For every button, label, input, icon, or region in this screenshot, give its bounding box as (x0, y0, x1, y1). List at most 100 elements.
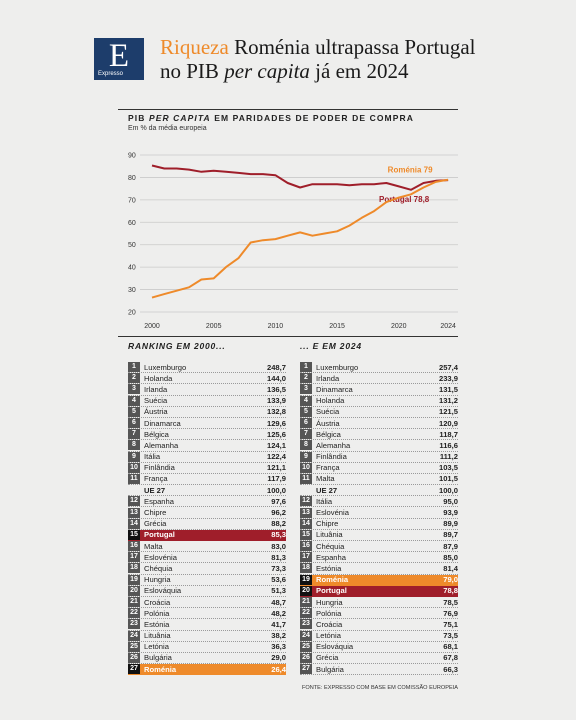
ranking-2000-heading: RANKING EM 2000... (128, 341, 226, 351)
country-name: Bulgária (316, 664, 344, 674)
country-name: Irlanda (316, 373, 340, 383)
rank-number: 1 (128, 362, 140, 373)
x-tick-label: 2010 (268, 323, 284, 330)
x-tick-label: 2015 (329, 323, 345, 330)
y-tick-label: 90 (128, 153, 136, 160)
ranking-2000-row: 25 Letónia 36,3 (128, 641, 286, 653)
gdp-value: 73,5 (443, 631, 458, 641)
rank-number: 25 (300, 641, 312, 652)
gdp-value: 66,3 (443, 664, 458, 674)
headline-text-1: Roménia ultrapassa Portugal no PIB (160, 35, 476, 83)
ranking-2000-row: 7 Bélgica 125,6 (128, 429, 286, 441)
gdp-value: 136,5 (266, 384, 286, 394)
country-name: Letónia (316, 631, 341, 641)
ranking-2024-row: 7 Bélgica 118,7 (300, 429, 458, 441)
ranking-2024-row: 16 Chéquia 87,9 (300, 541, 458, 553)
rank-number: 26 (300, 652, 312, 663)
gdp-value: 122,4 (266, 452, 286, 462)
country-name: Polónia (316, 608, 342, 618)
ranking-2024-row: 4 Holanda 131,2 (300, 395, 458, 407)
rank-number: 17 (128, 552, 140, 563)
country-name: França (316, 463, 340, 473)
headline: Riqueza Roménia ultrapassa Portugal no P… (160, 35, 500, 83)
country-name: Letónia (144, 642, 169, 652)
ranking-2024-row: 12 Itália 95,0 (300, 496, 458, 508)
gdp-value: 116,6 (439, 440, 458, 450)
country-name: Chéquia (144, 563, 173, 573)
gdp-value: 97,6 (271, 496, 286, 506)
chart-subtitle: Em % da média europeia (128, 125, 207, 132)
gdp-value: 131,5 (438, 384, 458, 394)
ranking-2024-row: 17 Espanha 85,0 (300, 552, 458, 564)
series-line-romenia (151, 178, 449, 299)
y-tick-label: 70 (128, 197, 136, 204)
ranking-2000-row: 11 França 117,9 (128, 473, 286, 486)
rank-number (128, 485, 140, 495)
gdp-value: 118,7 (439, 429, 458, 439)
country-name: Chipre (144, 508, 167, 518)
rank-number: 16 (300, 541, 312, 552)
rank-number: 8 (300, 440, 312, 451)
ranking-2024-row: 19 Roménia 79,0 (300, 574, 458, 586)
x-tick-label: 2000 (144, 323, 160, 330)
rank-number: 14 (300, 518, 312, 529)
country-name: Luxemburgo (144, 362, 187, 372)
country-name: Suécia (144, 396, 168, 406)
country-name: UE 27 (316, 485, 338, 495)
country-name: Roménia (144, 664, 177, 674)
gdp-value: 26,4 (271, 664, 286, 674)
country-name: Dinamarca (144, 418, 181, 428)
ranking-2024-row: 21 Hungria 78,5 (300, 597, 458, 609)
gdp-value: 248,7 (266, 362, 286, 372)
ranking-2000-row: 5 Áustria 132,8 (128, 406, 286, 418)
gdp-value: 73,3 (271, 563, 286, 573)
ranking-2024-row: 24 Letónia 73,5 (300, 630, 458, 642)
gdp-value: 51,3 (271, 586, 286, 596)
ranking-2000-row: 18 Chéquia 73,3 (128, 563, 286, 575)
rank-number: 12 (300, 496, 312, 507)
ranking-2024-row: 9 Finlândia 111,2 (300, 451, 458, 463)
country-name: Grécia (144, 519, 167, 529)
ranking-2024-row: 18 Estónia 81,4 (300, 563, 458, 575)
gdp-value: 75,1 (443, 619, 458, 629)
ranking-2000-row: 13 Chipre 96,2 (128, 507, 286, 519)
y-tick-label: 40 (128, 265, 136, 272)
gdp-value: 133,9 (266, 396, 286, 406)
rank-number: 12 (128, 496, 140, 507)
source-note: FONTE: EXPRESSO COM BASE EM COMISSÃO EUR… (301, 685, 458, 691)
ranking-2000-row: 23 Estónia 41,7 (128, 619, 286, 631)
x-tick-label: 2005 (206, 323, 222, 330)
ranking-2000-row: 19 Hungria 53,6 (128, 574, 286, 586)
ranking-2000-row: 3 Irlanda 136,5 (128, 384, 286, 396)
gdp-value: 125,6 (266, 429, 286, 439)
ranking-2024-row: 10 França 103,5 (300, 462, 458, 474)
country-name: Estónia (144, 619, 170, 629)
gdp-value: 101,5 (438, 474, 458, 484)
gdp-value: 38,2 (271, 631, 286, 641)
ranking-2024-row: 27 Bulgária 66,3 (300, 664, 458, 676)
rank-number: 16 (128, 541, 140, 552)
rank-number: 21 (300, 597, 312, 608)
country-name: Croácia (144, 597, 171, 607)
y-tick-label: 20 (128, 310, 136, 317)
rank-number: 13 (300, 507, 312, 518)
ranking-2024-row: 20 Portugal 78,8 (300, 585, 458, 597)
ranking-2024-heading: ... E EM 2024 (300, 341, 362, 351)
ranking-2024-row: 2 Irlanda 233,9 (300, 373, 458, 385)
country-name: Estónia (316, 563, 342, 573)
gdp-value: 117,9 (267, 474, 286, 484)
gdp-value: 78,8 (443, 586, 458, 596)
country-name: Roménia (316, 575, 349, 585)
gdp-value: 85,3 (271, 530, 286, 540)
ranking-2000-table: 1 Luxemburgo 248,7 2 Holanda 144,0 3 Irlanda 136… (128, 362, 286, 676)
country-name: Luxemburgo (316, 362, 359, 372)
series-end-label: Portugal 78,8 (379, 195, 430, 204)
gdp-value: 53,6 (271, 575, 286, 585)
ranking-2024-table: 1 Luxemburgo 257,4 2 Irlanda 233,9 3 Dinamarca 1… (300, 362, 458, 676)
gdp-value: 129,6 (266, 418, 286, 428)
country-name: Holanda (316, 396, 345, 406)
rank-number: 3 (128, 384, 140, 395)
country-name: Bulgária (144, 653, 172, 663)
gdp-value: 89,9 (443, 519, 458, 529)
gdp-value: 81,3 (271, 552, 286, 562)
